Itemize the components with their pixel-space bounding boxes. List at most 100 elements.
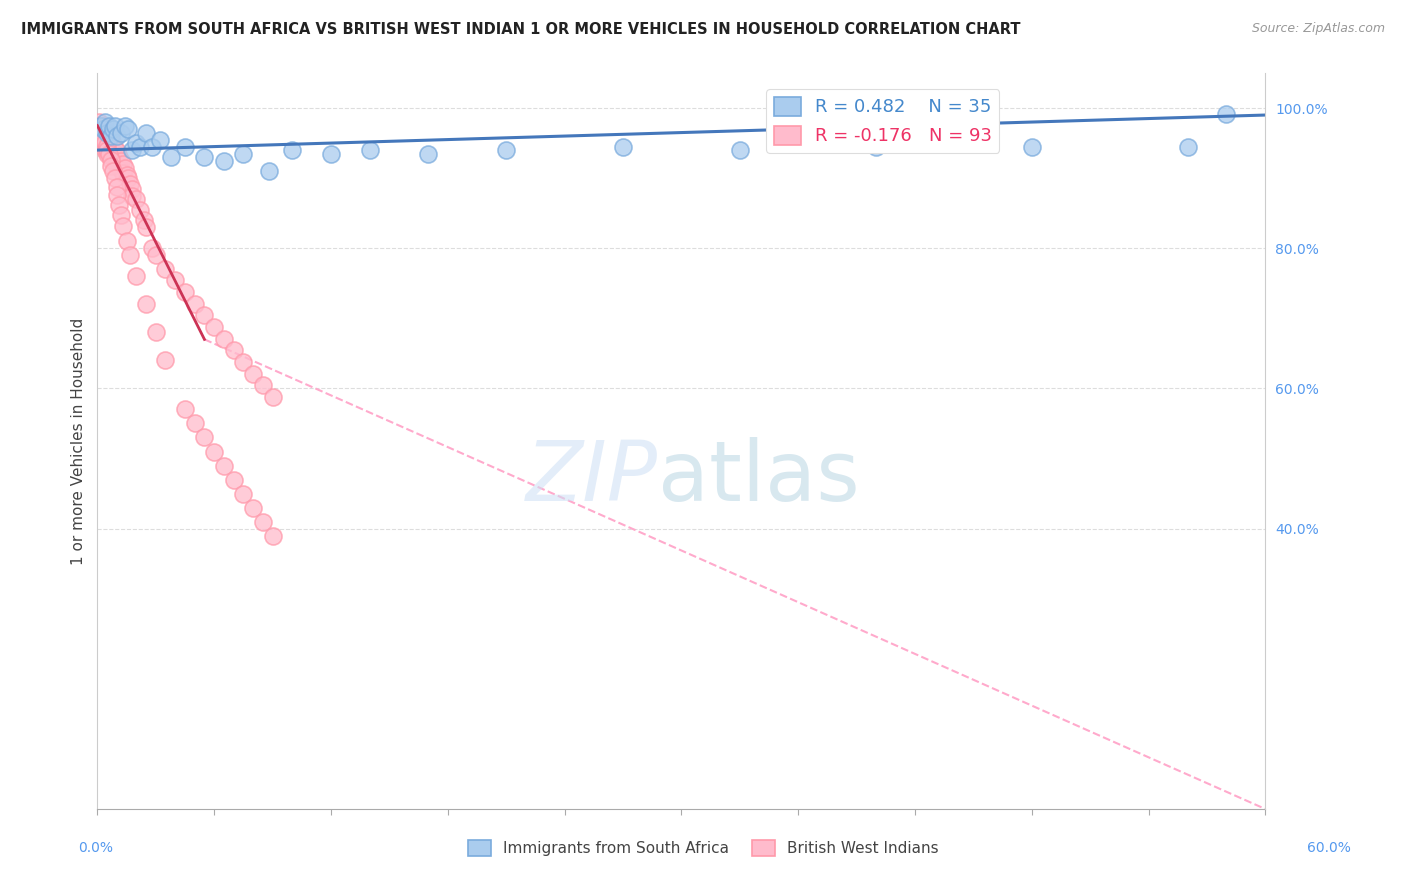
Point <box>1215 106 1237 120</box>
Point <box>135 220 157 235</box>
Point <box>129 139 152 153</box>
Point <box>90 119 112 133</box>
Point <box>120 248 142 262</box>
Point <box>132 213 155 227</box>
Point <box>105 159 128 173</box>
Point <box>96 139 118 153</box>
Point <box>612 139 634 153</box>
Point <box>242 500 264 515</box>
Point <box>110 126 132 140</box>
Point <box>101 164 124 178</box>
Point <box>114 119 136 133</box>
Point <box>94 135 117 149</box>
Point <box>165 273 187 287</box>
Point <box>107 198 129 212</box>
Point <box>100 132 122 146</box>
Point <box>418 146 440 161</box>
Point <box>135 297 157 311</box>
Point <box>121 188 143 202</box>
Point <box>104 171 127 186</box>
Point <box>232 146 254 161</box>
Point <box>212 153 235 168</box>
Point <box>100 142 122 156</box>
Point <box>141 241 163 255</box>
Point <box>728 143 751 157</box>
Point <box>212 458 235 473</box>
Point <box>104 149 127 163</box>
Point <box>94 115 117 129</box>
Point <box>101 137 124 152</box>
Legend: R = 0.482    N = 35, R = -0.176   N = 93: R = 0.482 N = 35, R = -0.176 N = 93 <box>766 89 1000 153</box>
Point <box>89 115 111 129</box>
Point <box>242 368 264 382</box>
Point <box>160 150 183 164</box>
Point <box>96 126 118 140</box>
Y-axis label: 1 or more Vehicles in Household: 1 or more Vehicles in Household <box>72 318 86 565</box>
Point <box>91 130 114 145</box>
Point <box>281 143 304 157</box>
Point <box>495 143 517 157</box>
Point <box>125 192 148 206</box>
Point <box>98 137 121 152</box>
Point <box>105 179 128 194</box>
Point <box>1177 139 1199 153</box>
Point <box>193 308 215 322</box>
Point <box>121 181 143 195</box>
Point <box>105 152 128 166</box>
Point <box>94 129 117 144</box>
Point <box>96 132 118 146</box>
Point <box>98 129 121 144</box>
Point <box>98 147 121 161</box>
Point <box>91 126 114 140</box>
Point <box>94 143 117 157</box>
Point <box>90 122 112 136</box>
Point <box>104 119 127 133</box>
Point <box>359 143 381 157</box>
Point <box>110 153 132 168</box>
Point <box>105 188 128 202</box>
Point <box>174 402 197 417</box>
Point <box>145 248 167 262</box>
Point <box>107 150 129 164</box>
Point <box>232 355 254 369</box>
Point <box>117 171 139 186</box>
Point <box>101 145 124 159</box>
Point <box>115 168 138 182</box>
Point <box>107 157 129 171</box>
Point <box>110 208 132 222</box>
Text: Source: ZipAtlas.com: Source: ZipAtlas.com <box>1251 22 1385 36</box>
Point <box>101 152 124 166</box>
Point <box>865 139 887 153</box>
Point <box>262 390 284 404</box>
Point <box>129 202 152 217</box>
Point <box>135 126 157 140</box>
Point <box>155 353 177 368</box>
Point <box>91 126 114 140</box>
Point <box>105 129 128 144</box>
Point <box>222 473 245 487</box>
Text: 0.0%: 0.0% <box>79 841 112 855</box>
Point <box>94 122 117 136</box>
Point <box>96 146 118 161</box>
Point <box>232 486 254 500</box>
Point <box>89 122 111 136</box>
Point <box>121 143 143 157</box>
Point <box>89 119 111 133</box>
Point <box>319 146 342 161</box>
Point <box>262 528 284 542</box>
Point <box>174 139 197 153</box>
Point <box>174 285 197 299</box>
Point <box>155 262 177 277</box>
Point <box>91 132 114 146</box>
Point <box>111 157 134 171</box>
Point <box>100 159 122 173</box>
Point <box>100 129 122 144</box>
Point <box>94 136 117 150</box>
Point <box>101 122 124 136</box>
Point <box>125 269 148 284</box>
Point <box>117 122 139 136</box>
Point <box>91 119 114 133</box>
Point <box>110 162 132 177</box>
Point <box>212 332 235 346</box>
Point <box>100 149 122 163</box>
